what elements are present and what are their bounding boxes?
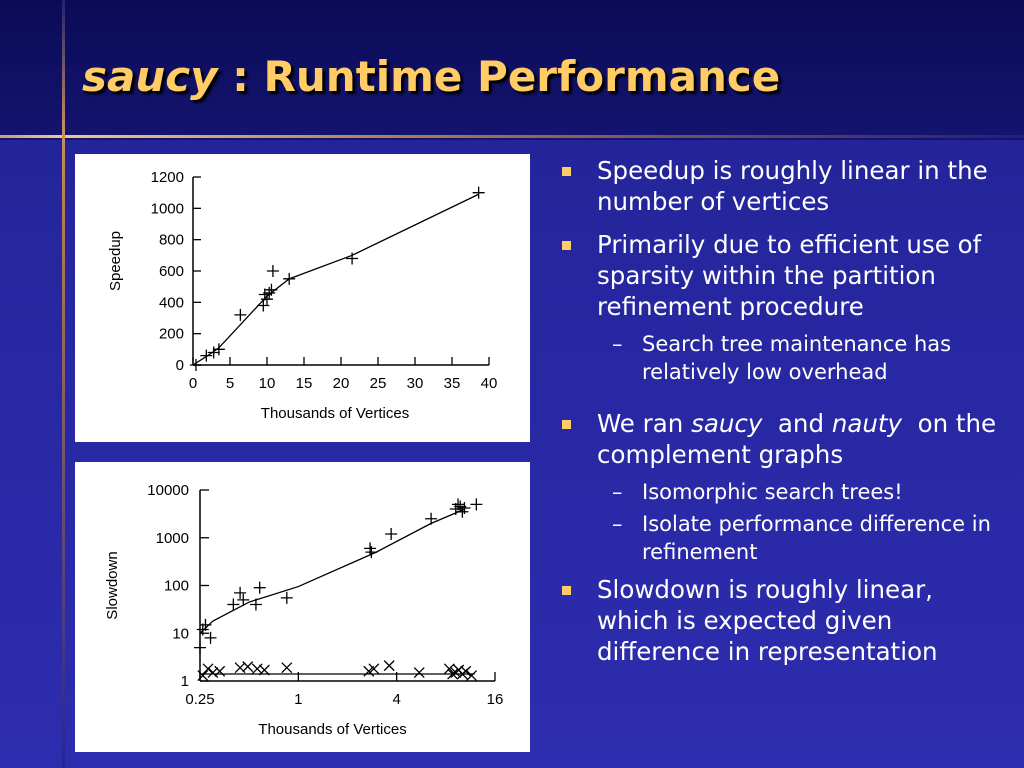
bullet-complement-graphs: We ran saucy and nauty on the complement… bbox=[560, 408, 1000, 470]
slide-title-saucy: saucy bbox=[82, 52, 218, 101]
x-tick-label: 16 bbox=[487, 691, 504, 708]
slowdown-point bbox=[280, 591, 293, 604]
y-tick-label: 200 bbox=[159, 326, 184, 343]
speedup-point bbox=[346, 252, 359, 265]
slowdown-point bbox=[234, 586, 247, 599]
subbullet-isomorphic: Isomorphic search trees! bbox=[560, 478, 1000, 506]
flat-point bbox=[207, 667, 219, 679]
speedup-point bbox=[266, 265, 279, 277]
flat-point bbox=[258, 664, 270, 676]
flat-point bbox=[197, 670, 209, 682]
flat-point bbox=[413, 667, 425, 679]
y-tick-label: 1200 bbox=[151, 169, 184, 186]
speedup-point bbox=[212, 343, 225, 356]
vertical-divider-line bbox=[62, 0, 65, 768]
y-tick-label: 0 bbox=[176, 357, 184, 374]
flat-point bbox=[214, 665, 226, 677]
slowdown-point bbox=[249, 598, 262, 611]
slide-title: saucy : Runtime Performance bbox=[82, 52, 780, 101]
x-tick-label: 25 bbox=[370, 375, 387, 392]
bullet-complement-and: and bbox=[777, 409, 825, 438]
title-band-background bbox=[0, 0, 1024, 140]
bullet-complement-post: on the complement graphs bbox=[597, 409, 997, 469]
flat-point bbox=[443, 663, 455, 675]
speedup-point bbox=[283, 272, 296, 285]
y-tick-label: 10000 bbox=[147, 482, 189, 499]
bullet-list: Speedup is roughly linear in the number … bbox=[560, 155, 1000, 679]
y-axis-label: Slowdown bbox=[104, 551, 121, 619]
slowdown-point bbox=[227, 598, 240, 611]
bullet-gap bbox=[560, 394, 1000, 408]
bullet-slowdown: Slowdown is roughly linear, which is exp… bbox=[560, 574, 1000, 667]
y-tick-label: 400 bbox=[159, 294, 184, 311]
bullet-speedup: Speedup is roughly linear in the number … bbox=[560, 155, 1000, 217]
flat-point bbox=[447, 668, 459, 680]
slowdown-point bbox=[199, 618, 212, 631]
subbullet-search-tree: Search tree maintenance has relatively l… bbox=[560, 330, 1000, 386]
bullet-complement-nauty: nauty bbox=[831, 409, 902, 438]
slowdown-trend-line bbox=[199, 508, 466, 634]
speedup-point bbox=[472, 186, 485, 199]
x-tick-label: 15 bbox=[296, 375, 313, 392]
speedup-chart: 0 200 400 600 800 1000 1200 0 5 10 15 20 25 30 35 40 Tho… bbox=[107, 169, 498, 422]
x-tick-label: 5 bbox=[226, 375, 234, 392]
speedup-point bbox=[263, 286, 276, 299]
slide-title-rest: : Runtime Performance bbox=[217, 52, 781, 101]
flat-point bbox=[368, 663, 380, 675]
speedup-point bbox=[234, 308, 247, 321]
x-tick-label: 1 bbox=[294, 691, 302, 708]
y-tick-label: 1 bbox=[181, 673, 189, 690]
speedup-point bbox=[189, 359, 202, 371]
y-tick-label: 1000 bbox=[156, 530, 189, 547]
y-tick-label: 100 bbox=[164, 578, 189, 595]
slowdown-point bbox=[253, 581, 266, 594]
slowdown-point bbox=[452, 498, 465, 511]
slowdown-point bbox=[194, 641, 206, 654]
flat-point bbox=[202, 663, 214, 675]
slowdown-point bbox=[425, 512, 438, 525]
x-axis-label: Thousands of Vertices bbox=[258, 721, 406, 738]
flat-point bbox=[281, 662, 293, 674]
x-tick-label: 0 bbox=[189, 375, 197, 392]
flat-point bbox=[466, 670, 478, 682]
subbullet-isolate: Isolate performance difference in refine… bbox=[560, 510, 1000, 566]
x-tick-label: 40 bbox=[481, 375, 498, 392]
y-tick-label: 10 bbox=[172, 625, 189, 642]
bullet-complement-pre: We ran bbox=[597, 409, 692, 438]
x-tick-label: 35 bbox=[444, 375, 461, 392]
speedup-chart-panel: 0 200 400 600 800 1000 1200 0 5 10 15 20 25 30 35 40 Tho… bbox=[75, 154, 530, 442]
x-axis-label: Thousands of Vertices bbox=[261, 405, 409, 422]
flat-point bbox=[251, 663, 263, 675]
flat-point bbox=[242, 661, 254, 673]
y-tick-label: 1000 bbox=[151, 200, 184, 217]
slowdown-point bbox=[365, 546, 378, 559]
y-tick-label: 600 bbox=[159, 263, 184, 280]
x-tick-label: 4 bbox=[392, 691, 400, 708]
speedup-trend-line bbox=[192, 193, 479, 366]
slowdown-point bbox=[204, 631, 217, 644]
x-tick-label: 10 bbox=[259, 375, 276, 392]
slowdown-point bbox=[385, 527, 398, 540]
slowdown-point bbox=[470, 498, 483, 511]
flat-point bbox=[383, 660, 395, 672]
slowdown-point bbox=[458, 501, 471, 514]
speedup-point bbox=[207, 346, 220, 359]
speedup-point bbox=[261, 293, 273, 306]
slowdown-point bbox=[237, 593, 250, 606]
y-axis-label: Speedup bbox=[107, 231, 124, 291]
bullet-sparsity: Primarily due to efficient use of sparsi… bbox=[560, 229, 1000, 322]
y-tick-label: 800 bbox=[159, 232, 184, 249]
flat-point bbox=[460, 665, 472, 677]
x-tick-label: 20 bbox=[333, 375, 350, 392]
speedup-point bbox=[265, 283, 278, 296]
bullet-complement-saucy: saucy bbox=[691, 409, 763, 438]
x-tick-label: 0.25 bbox=[185, 691, 214, 708]
slowdown-chart-panel: 1 10 100 1000 10000 0.25 1 4 16 Thousands of Vert… bbox=[75, 462, 530, 752]
speedup-point bbox=[257, 299, 270, 312]
x-tick-label: 30 bbox=[407, 375, 424, 392]
horizontal-divider-line bbox=[0, 135, 1024, 138]
speedup-point bbox=[200, 349, 213, 362]
